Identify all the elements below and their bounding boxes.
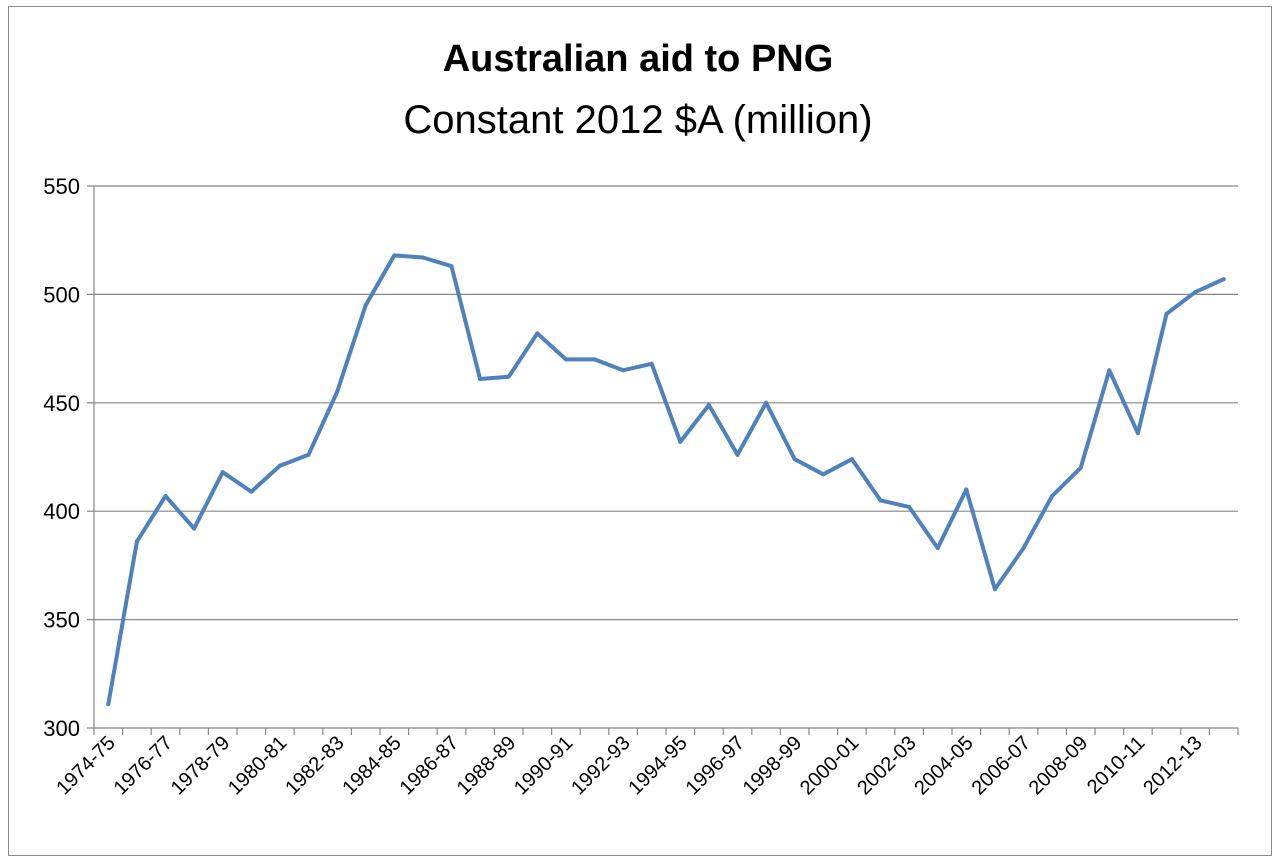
chart-subtitle: Constant 2012 $A (million)	[403, 98, 873, 142]
x-tick-label: 2012-13	[1139, 732, 1206, 799]
y-tick-label: 350	[43, 608, 80, 633]
x-tick-label: 1982-83	[281, 732, 348, 799]
x-tick-label: 1992-93	[567, 732, 634, 799]
x-tick-label: 2004-05	[910, 732, 977, 799]
axes	[87, 185, 1239, 735]
data-point	[1078, 465, 1083, 470]
data-point	[764, 400, 769, 405]
x-tick-label: 1988-89	[453, 732, 520, 799]
data-point	[192, 526, 197, 531]
data-point	[506, 374, 511, 379]
x-tick-label: 1978-79	[167, 732, 234, 799]
data-point	[1135, 431, 1140, 436]
data-point	[335, 389, 340, 394]
data-point	[992, 587, 997, 592]
data-point	[907, 504, 912, 509]
data-point	[706, 402, 711, 407]
data-point	[563, 357, 568, 362]
data-point	[649, 361, 654, 366]
data-point	[449, 264, 454, 269]
data-point	[1221, 277, 1226, 282]
y-tick-label: 550	[43, 174, 80, 199]
data-point	[478, 376, 483, 381]
y-tick-label: 400	[43, 499, 80, 524]
x-tick-label: 1974-75	[52, 732, 119, 799]
y-tick-labels: 300 350 400 450 500 550	[43, 174, 80, 741]
data-point	[306, 452, 311, 457]
data-point	[277, 463, 282, 468]
x-tick-label: 1998-99	[739, 732, 806, 799]
chart-title: Australian aid to PNG	[442, 38, 834, 80]
data-point	[392, 253, 397, 258]
data-point	[1021, 546, 1026, 551]
y-tick-label: 300	[43, 716, 80, 741]
series-group	[106, 253, 1226, 707]
x-tick-label: 1986-87	[396, 732, 463, 799]
x-tick-labels: 1974-751976-771978-791980-811982-831984-…	[52, 732, 1206, 799]
data-point	[678, 439, 683, 444]
data-point	[792, 457, 797, 462]
x-tick-label: 2002-03	[853, 732, 920, 799]
x-tick-label: 1980-81	[224, 732, 291, 799]
data-point	[621, 368, 626, 373]
data-point	[134, 539, 139, 544]
data-point	[1164, 311, 1169, 316]
data-point	[821, 472, 826, 477]
x-tick-label: 2010-11	[1083, 732, 1149, 798]
series-line	[106, 253, 1226, 707]
x-tick-label: 1990-91	[510, 732, 577, 799]
x-tick-label: 2000-01	[796, 732, 863, 799]
x-tick-label: 1996-97	[682, 732, 749, 799]
x-tick-label: 1994-95	[624, 732, 691, 799]
data-point	[878, 498, 883, 503]
data-point	[163, 494, 168, 499]
x-tick-label: 1984-85	[338, 732, 405, 799]
data-point	[220, 470, 225, 475]
data-point	[849, 457, 854, 462]
data-point	[363, 303, 368, 308]
x-tick-label: 2006-07	[968, 732, 1035, 799]
data-point	[592, 357, 597, 362]
data-point	[735, 452, 740, 457]
data-point	[1050, 494, 1055, 499]
x-tick-label: 1976-77	[110, 732, 177, 799]
data-point	[935, 546, 940, 551]
data-point	[249, 489, 254, 494]
data-point	[535, 331, 540, 336]
data-point	[106, 702, 111, 707]
data-point	[420, 255, 425, 260]
data-point	[964, 487, 969, 492]
data-point	[1107, 368, 1112, 373]
y-tick-label: 450	[43, 391, 80, 416]
y-tick-label: 500	[43, 282, 80, 307]
data-point	[1193, 290, 1198, 295]
x-tick-label: 2008-09	[1025, 732, 1092, 799]
